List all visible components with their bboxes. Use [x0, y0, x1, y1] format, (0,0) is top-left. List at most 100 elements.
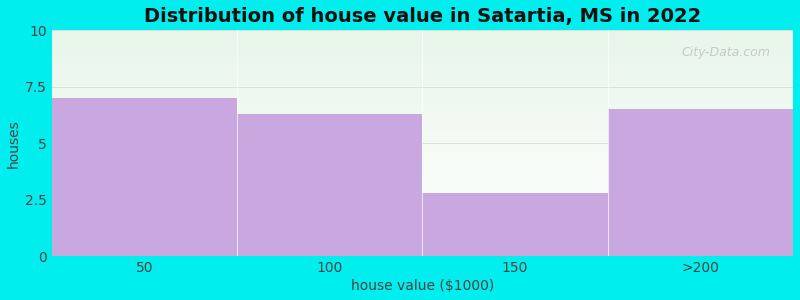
Bar: [52, 98, 237, 256]
Bar: [52, 154, 793, 156]
Bar: [52, 32, 793, 34]
Bar: [52, 69, 793, 70]
Bar: [52, 245, 793, 246]
Bar: [52, 175, 793, 176]
Text: City-Data.com: City-Data.com: [682, 46, 771, 59]
Bar: [52, 219, 793, 220]
Bar: [52, 74, 793, 75]
Bar: [52, 65, 793, 66]
Bar: [52, 110, 793, 112]
Bar: [52, 232, 793, 233]
Bar: [52, 56, 793, 57]
Bar: [52, 117, 793, 118]
Bar: [52, 140, 793, 141]
Bar: [52, 223, 793, 224]
Bar: [52, 149, 793, 150]
Bar: [52, 128, 793, 130]
Bar: [52, 124, 793, 125]
Bar: [52, 81, 793, 82]
Bar: [52, 38, 793, 39]
Bar: [52, 202, 793, 203]
Bar: [52, 89, 793, 90]
Bar: [52, 109, 793, 110]
Bar: [608, 109, 793, 256]
Bar: [52, 71, 793, 72]
Bar: [52, 193, 793, 194]
Bar: [52, 205, 793, 206]
Bar: [52, 217, 793, 218]
Bar: [52, 61, 793, 62]
Bar: [52, 206, 793, 208]
Bar: [52, 188, 793, 189]
Bar: [52, 250, 793, 251]
Bar: [52, 123, 793, 124]
Bar: [52, 79, 793, 80]
Bar: [52, 189, 793, 190]
Bar: [52, 139, 793, 140]
Bar: [52, 177, 793, 178]
Bar: [52, 43, 793, 44]
Bar: [52, 195, 793, 196]
Bar: [52, 136, 793, 137]
Bar: [52, 196, 793, 197]
Bar: [52, 91, 793, 92]
Bar: [52, 134, 793, 135]
Bar: [52, 153, 793, 154]
Bar: [52, 251, 793, 253]
Bar: [52, 165, 793, 166]
Bar: [52, 180, 793, 181]
Bar: [52, 68, 793, 69]
Bar: [52, 55, 793, 56]
Bar: [52, 82, 793, 83]
Bar: [52, 63, 793, 64]
Bar: [52, 137, 793, 139]
Bar: [52, 179, 793, 180]
Bar: [52, 70, 793, 71]
Bar: [52, 85, 793, 86]
Bar: [52, 115, 793, 116]
Bar: [52, 167, 793, 168]
Bar: [52, 85, 793, 87]
Bar: [52, 112, 793, 113]
Bar: [52, 62, 793, 63]
Bar: [52, 158, 793, 159]
Bar: [52, 47, 793, 48]
Bar: [52, 204, 793, 205]
Bar: [52, 39, 793, 41]
Bar: [52, 122, 793, 123]
Bar: [52, 106, 793, 107]
Bar: [52, 135, 793, 136]
Bar: [52, 133, 793, 134]
Bar: [52, 40, 793, 42]
Bar: [52, 141, 793, 142]
Bar: [52, 244, 793, 245]
Bar: [52, 87, 793, 88]
Bar: [52, 131, 793, 132]
Bar: [52, 64, 793, 65]
Bar: [52, 236, 793, 237]
Bar: [52, 92, 793, 94]
Bar: [52, 116, 793, 117]
Bar: [52, 253, 793, 254]
Bar: [52, 143, 793, 144]
Bar: [52, 210, 793, 211]
Bar: [52, 83, 793, 85]
Bar: [52, 239, 793, 240]
Bar: [52, 185, 793, 186]
Bar: [237, 114, 422, 256]
Bar: [52, 183, 793, 184]
Bar: [52, 156, 793, 157]
Bar: [52, 235, 793, 236]
Bar: [52, 130, 793, 131]
Bar: [52, 44, 793, 45]
Bar: [52, 160, 793, 161]
Bar: [52, 248, 793, 249]
Bar: [52, 194, 793, 195]
Bar: [52, 249, 793, 250]
Bar: [52, 96, 793, 97]
Bar: [52, 197, 793, 199]
Bar: [52, 168, 793, 169]
Bar: [52, 215, 793, 217]
Bar: [52, 201, 793, 202]
Bar: [52, 161, 793, 162]
